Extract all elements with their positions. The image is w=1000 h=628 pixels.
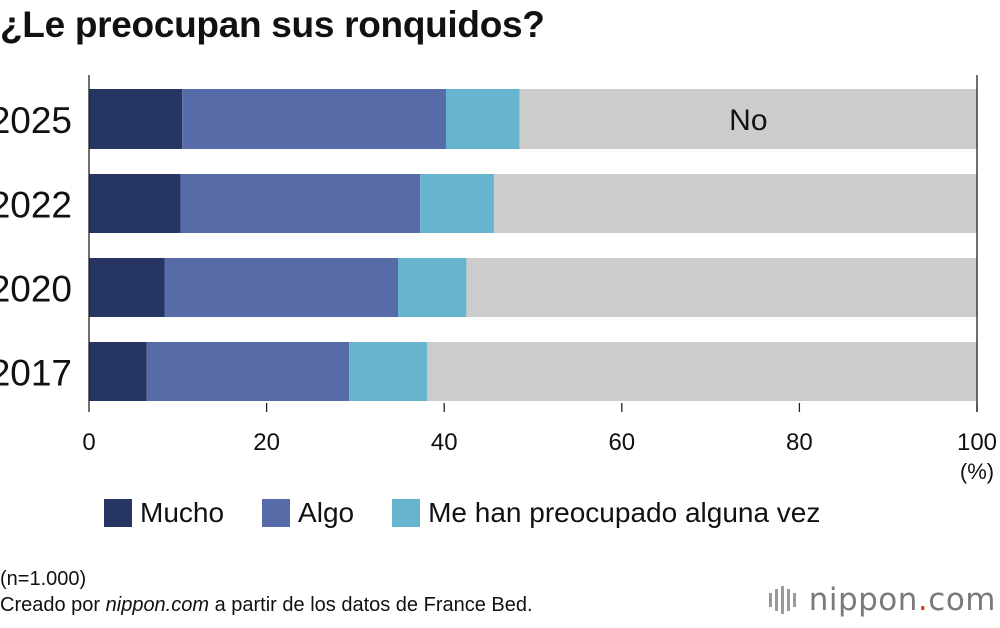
sample-size-note: (n=1.000) xyxy=(0,568,87,590)
year-label-2022: 2022 xyxy=(0,185,72,226)
bar-2022-algo xyxy=(180,174,421,233)
x-tick-label-20: 20 xyxy=(253,429,280,456)
bar-2017-algo xyxy=(146,342,350,401)
source-prefix: Creado por xyxy=(0,594,106,616)
x-tick-label-80: 80 xyxy=(786,429,813,456)
bar-2025-me-han-preocupado-alguna-vez xyxy=(445,89,520,149)
legend-label-algo: Algo xyxy=(298,497,355,528)
legend-swatch-mucho xyxy=(104,499,132,527)
x-tick-label-100: 100 xyxy=(957,429,997,456)
bar-2025-mucho xyxy=(89,89,183,149)
logo-tld: com xyxy=(928,582,996,618)
source-note: Creado por nippon.com a partir de los da… xyxy=(0,594,533,617)
nippon-logo: nippon.com xyxy=(768,582,996,618)
bar-label-no: No xyxy=(729,104,767,137)
bar-2022-me-han-preocupado-alguna-vez xyxy=(420,174,494,233)
bar-2022-no xyxy=(493,174,977,233)
legend: Mucho Algo Me han preocupado alguna vez xyxy=(104,497,858,529)
legend-label-alguna-vez: Me han preocupado alguna vez xyxy=(428,497,821,528)
legend-label-mucho: Mucho xyxy=(140,497,225,528)
x-axis-unit: (%) xyxy=(960,459,994,484)
legend-item-alguna-vez: Me han preocupado alguna vez xyxy=(392,497,820,529)
chart-title: ¿Le preocupan sus ronquidos? xyxy=(0,4,545,45)
bar-2020-algo xyxy=(164,258,399,317)
x-tick-label-60: 60 xyxy=(608,429,635,456)
bar-2025-no xyxy=(519,89,977,149)
x-tick-label-40: 40 xyxy=(431,429,458,456)
year-label-2025: 2025 xyxy=(0,100,72,141)
source-suffix: a partir de los datos de France Bed. xyxy=(209,594,533,616)
bars-group: No xyxy=(89,89,977,401)
logo-text: nippon.com xyxy=(809,582,996,618)
logo-dot: . xyxy=(917,582,929,618)
legend-item-mucho: Mucho xyxy=(104,497,224,529)
year-label-2017: 2017 xyxy=(0,353,72,394)
bar-2022-mucho xyxy=(89,174,181,233)
legend-swatch-algo xyxy=(262,499,291,527)
legend-item-algo: Algo xyxy=(262,497,354,529)
logo-bars-icon xyxy=(768,586,799,614)
x-tick-label-0: 0 xyxy=(82,429,95,456)
bar-2020-mucho xyxy=(89,258,165,317)
bar-2020-no xyxy=(466,258,977,317)
x-axis-group: 0 20 40 60 80 100 (%) xyxy=(82,75,997,484)
bar-2025-algo xyxy=(182,89,446,149)
bar-2020-me-han-preocupado-alguna-vez xyxy=(398,258,467,317)
bar-2017-mucho xyxy=(89,342,147,401)
logo-name: nippon xyxy=(808,582,918,618)
bar-2017-no xyxy=(427,342,977,401)
legend-swatch-alguna-vez xyxy=(392,499,421,527)
bar-2017-me-han-preocupado-alguna-vez xyxy=(349,342,428,401)
source-site: nippon.com xyxy=(105,594,210,616)
